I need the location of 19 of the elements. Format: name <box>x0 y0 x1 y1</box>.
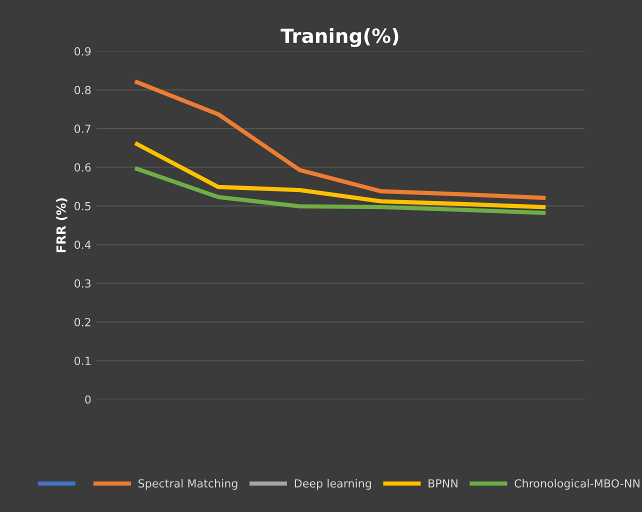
y-tick-label: 0.2 <box>74 318 90 326</box>
y-tick-label: 0.1 <box>74 356 90 366</box>
y-tick-label: 0.9 <box>74 47 91 56</box>
line-series <box>134 142 546 210</box>
chart-title: Traning(%) <box>280 28 398 48</box>
legend-label: Spectral Matching <box>138 478 238 490</box>
y-axis-title: FRR (%) <box>56 198 68 252</box>
y-tick-label: 0 <box>85 395 91 404</box>
y-tick-label: 0.3 <box>74 279 91 288</box>
legend-label: Chronological-MBO-NN <box>514 478 640 490</box>
y-tick-label: 0.5 <box>74 202 90 210</box>
y-tick-label: 0.8 <box>74 86 91 94</box>
line-series <box>134 166 546 215</box>
y-tick-label: 0.4 <box>74 240 91 249</box>
y-tick-label: 0.6 <box>74 163 91 172</box>
y-tick-label: 0.7 <box>74 124 90 133</box>
line-series <box>134 80 546 200</box>
legend-label: Deep learning <box>294 478 371 490</box>
legend-label: BPNN <box>428 479 458 488</box>
